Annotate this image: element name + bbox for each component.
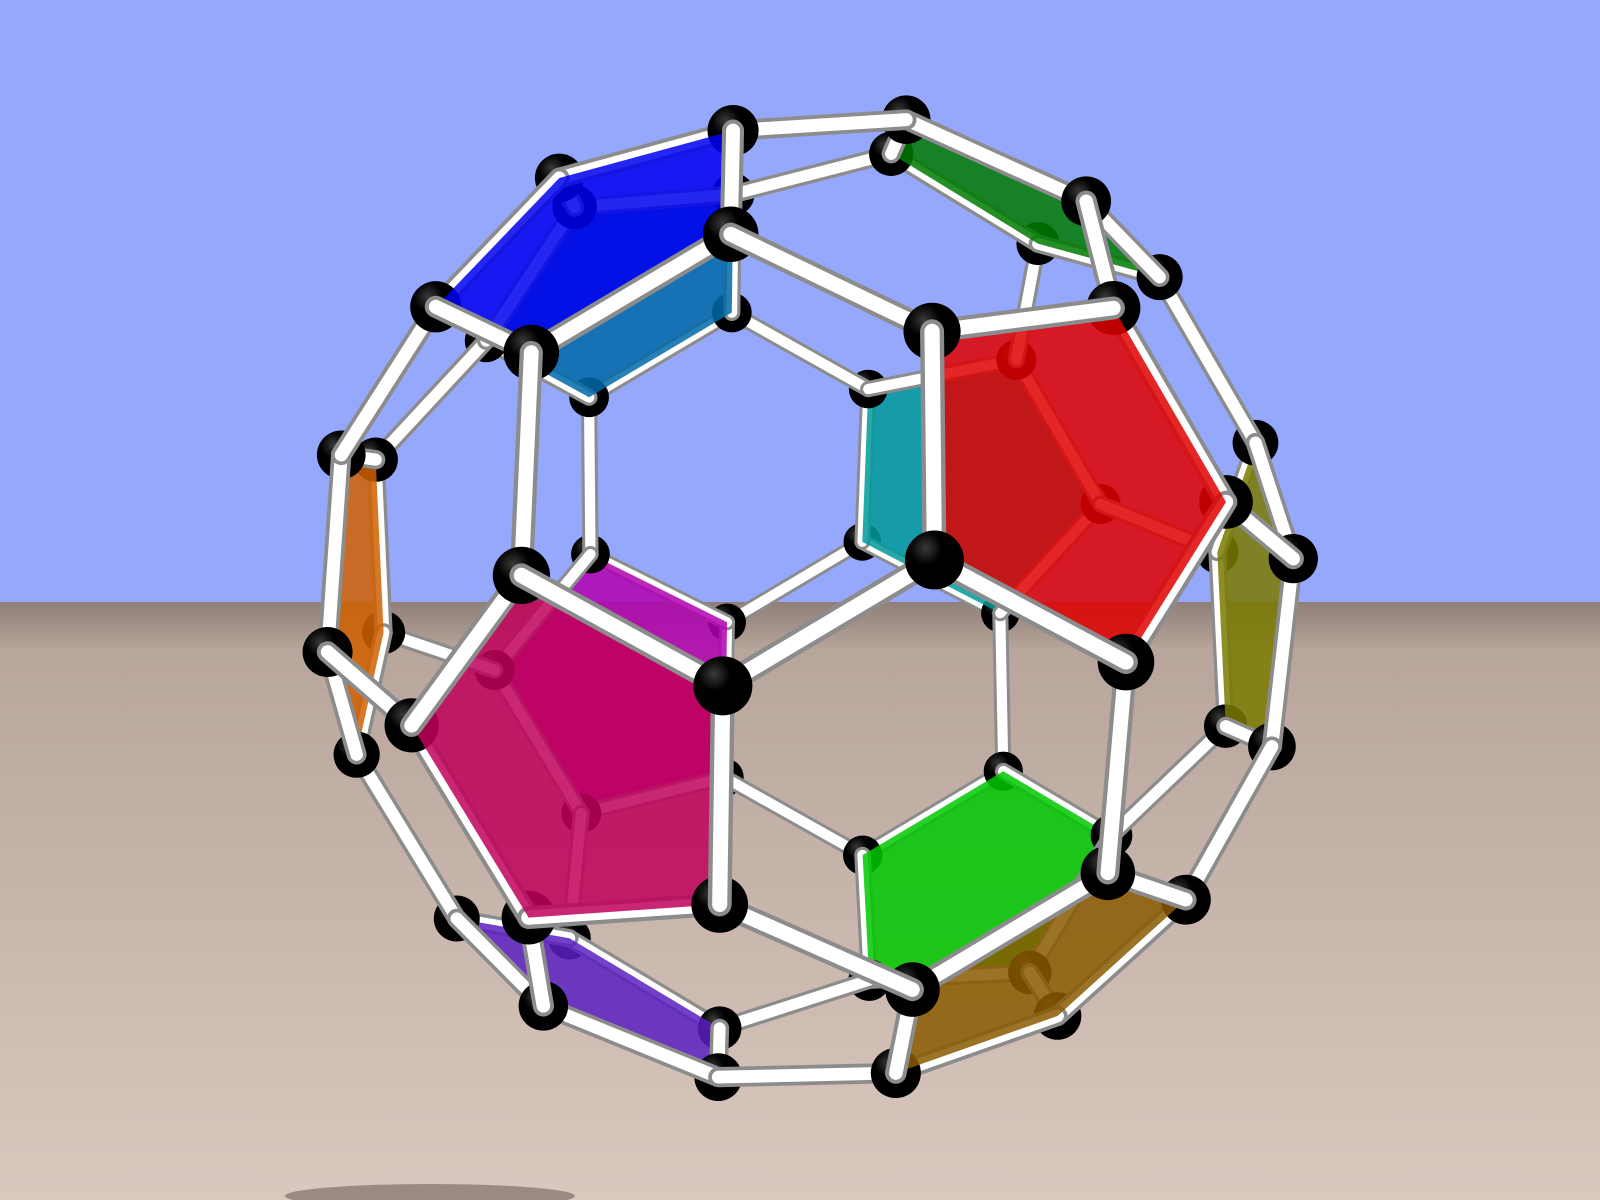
bond xyxy=(715,552,943,694)
bond xyxy=(514,345,539,583)
bond xyxy=(726,307,874,395)
bond xyxy=(1265,552,1300,753)
buckyball xyxy=(302,95,1318,1102)
bond xyxy=(924,300,1121,339)
bond xyxy=(404,718,536,925)
bond xyxy=(370,453,390,639)
bond xyxy=(583,392,596,560)
shadow xyxy=(285,1184,575,1200)
bond xyxy=(714,974,875,1034)
bond xyxy=(537,999,725,1084)
bond xyxy=(899,113,1093,208)
bond xyxy=(723,226,940,339)
pentagon-face xyxy=(932,308,1226,663)
bond xyxy=(404,568,529,733)
bond xyxy=(712,678,731,912)
bond xyxy=(889,1009,1064,1080)
bond xyxy=(370,335,492,466)
bond xyxy=(1051,893,1193,1023)
bond xyxy=(722,536,868,628)
bond xyxy=(711,1066,903,1084)
pentagon-face xyxy=(435,130,734,353)
bond xyxy=(905,865,1115,997)
pentagon-face xyxy=(895,872,1186,1073)
atom xyxy=(693,656,753,716)
sky xyxy=(0,0,1600,602)
bond xyxy=(1100,654,1134,881)
bond xyxy=(524,227,738,360)
bond xyxy=(1105,720,1232,842)
bond xyxy=(1106,300,1234,509)
bond xyxy=(1179,740,1279,907)
pentagon-face xyxy=(411,575,723,918)
floor xyxy=(0,602,1600,1200)
pentagon-face xyxy=(456,918,720,1078)
bond xyxy=(552,124,740,185)
bond xyxy=(719,772,868,861)
bond xyxy=(1153,271,1262,449)
bond xyxy=(926,552,1134,670)
bond xyxy=(726,113,913,138)
bond xyxy=(513,567,731,694)
bond xyxy=(350,748,463,925)
bond xyxy=(334,300,443,462)
bond xyxy=(712,897,920,997)
bond xyxy=(727,148,897,200)
bond xyxy=(924,323,943,568)
bond xyxy=(321,448,348,659)
bond xyxy=(429,171,566,314)
bond xyxy=(995,608,1009,777)
atom xyxy=(904,530,964,590)
